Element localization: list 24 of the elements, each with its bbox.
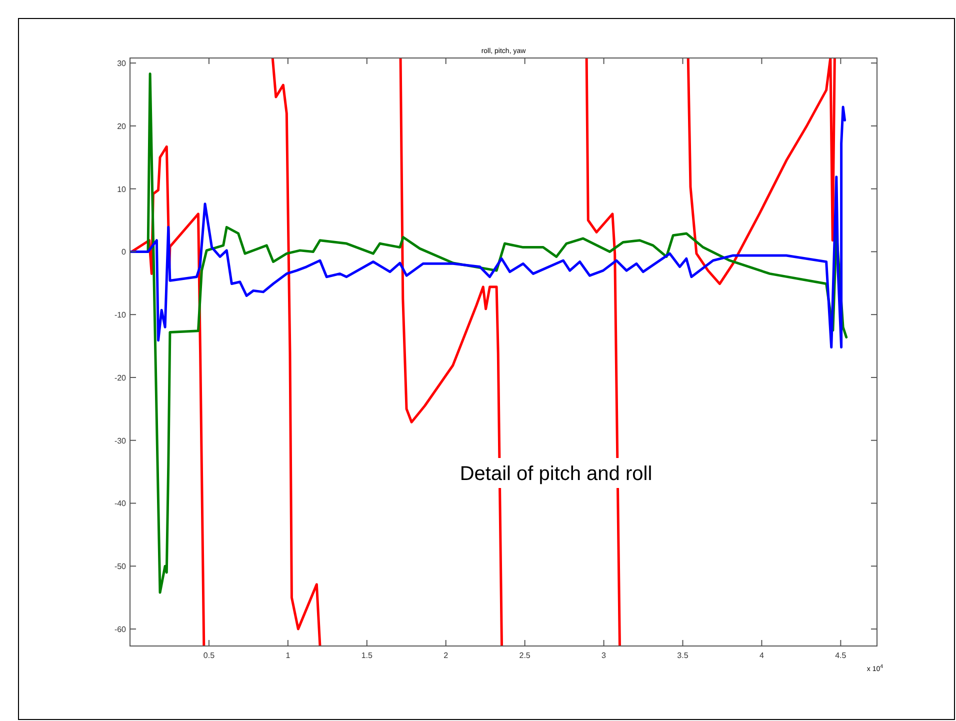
y-tick-label: -50	[114, 562, 127, 572]
y-tick-label: 10	[117, 184, 127, 194]
x-tick-label: 0.5	[203, 651, 216, 660]
y-tick-label: 20	[117, 122, 127, 131]
annotation: Detail of pitch and roll	[460, 463, 652, 485]
y-tick-label: -20	[114, 373, 127, 382]
x-tick-label: 1.5	[361, 651, 373, 660]
y-tick-label: 30	[117, 59, 127, 68]
line-series	[585, 58, 621, 646]
x-tick-label: 1	[286, 651, 291, 660]
x-tick-label: 3.5	[677, 651, 689, 660]
y-tick-label: -60	[114, 625, 127, 634]
line-series	[271, 58, 322, 646]
y-tick-label: -40	[114, 499, 127, 508]
y-tick-label: -30	[114, 436, 127, 446]
x-tick-label: 3	[602, 651, 607, 660]
x-tick-label: 4	[759, 651, 764, 660]
x-tick-label: 2	[444, 651, 449, 660]
x-tick-label: 4.5	[835, 651, 847, 660]
x-tick-label: 2.5	[519, 651, 531, 660]
line-series	[686, 58, 836, 286]
y-tick-label: 0	[122, 248, 127, 257]
y-tick-label: -10	[114, 310, 127, 320]
line-series	[130, 106, 846, 349]
